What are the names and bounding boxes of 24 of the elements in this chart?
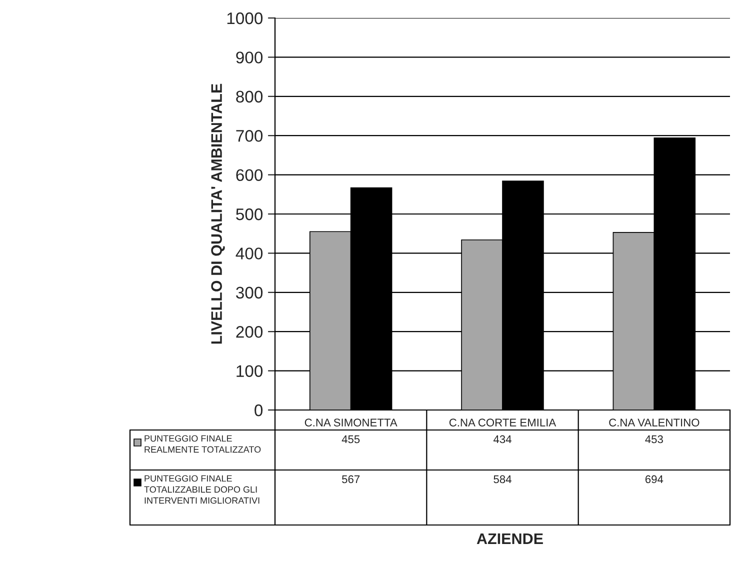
legend-label: PUNTEGGIO FINALE REALMENTE TOTALIZZATO xyxy=(144,435,261,453)
y-tick-label: 1000 xyxy=(227,12,263,24)
y-tick-label: 700 xyxy=(236,130,263,142)
y-tick-label: 300 xyxy=(236,286,263,299)
data-label: 694 xyxy=(645,475,664,484)
data-label: 567 xyxy=(342,475,360,484)
y-tick-label: 500 xyxy=(236,208,263,220)
y-tick-label: 600 xyxy=(236,169,263,182)
legend-label: PUNTEGGIO FINALE TOTALIZZABILE DOPO GLI INTERVENTI MIGLIORATIVI xyxy=(144,475,260,504)
x-tick-label: C.NA CORTE EMILIA xyxy=(449,418,556,426)
x-tick-label: C.NA SIMONETTA xyxy=(304,418,398,426)
y-tick-label: 100 xyxy=(236,365,263,378)
x-tick-label: C.NA VALENTINO xyxy=(609,418,700,426)
data-label: 453 xyxy=(645,435,663,444)
data-label: 584 xyxy=(494,475,512,484)
y-tick-label: 400 xyxy=(236,248,263,260)
y-tick-label: 200 xyxy=(236,326,263,338)
y-tick-label: 0 xyxy=(254,404,263,416)
y-axis-title: LIVELLO DI QUALITA' AMBIENTALE xyxy=(211,84,225,344)
text: AZIENDE xyxy=(476,533,543,544)
y-tick-label: 800 xyxy=(236,90,263,103)
data-label: 434 xyxy=(493,435,512,444)
y-tick-label: 900 xyxy=(236,52,263,64)
data-label: 455 xyxy=(342,435,360,444)
